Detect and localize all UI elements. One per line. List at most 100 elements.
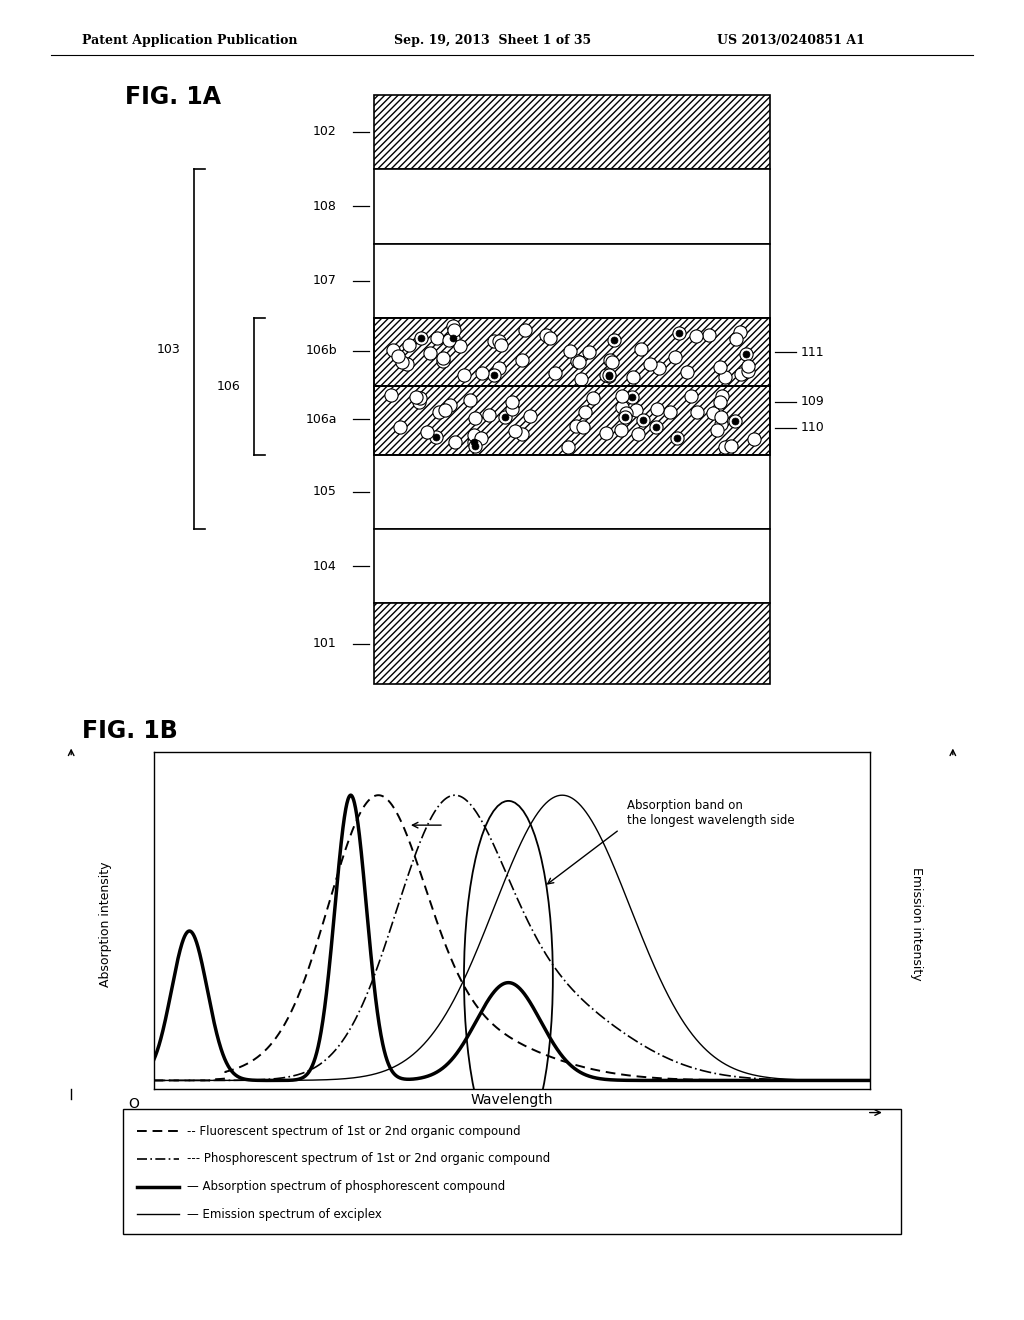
Text: 106a: 106a (305, 413, 337, 425)
Text: — Absorption spectrum of phosphorescent compound: — Absorption spectrum of phosphorescent … (186, 1180, 505, 1193)
Point (486, 364, 503, 385)
Point (671, 322, 687, 343)
Point (467, 436, 483, 457)
Point (409, 387, 425, 408)
Text: 111: 111 (801, 346, 824, 359)
Point (613, 397, 630, 418)
Point (613, 385, 630, 407)
Point (467, 408, 483, 429)
Point (431, 401, 447, 422)
Point (494, 334, 510, 355)
Point (440, 330, 457, 351)
Point (605, 330, 622, 351)
Bar (374, 603, 770, 684)
Point (444, 315, 461, 337)
Point (411, 391, 427, 412)
Point (466, 432, 482, 453)
Point (521, 405, 538, 426)
Point (466, 425, 482, 446)
Point (568, 416, 585, 437)
Text: -- Fluorescent spectrum of 1st or 2nd organic compound: -- Fluorescent spectrum of 1st or 2nd or… (186, 1125, 520, 1138)
Point (422, 342, 438, 363)
Point (578, 401, 594, 422)
Point (600, 364, 616, 385)
Text: 103: 103 (157, 343, 180, 355)
Point (705, 403, 721, 424)
Point (633, 338, 649, 359)
Text: 107: 107 (313, 275, 337, 288)
Point (624, 387, 640, 408)
Point (738, 343, 755, 364)
Bar (374, 529, 770, 603)
Point (688, 326, 705, 347)
Point (598, 364, 614, 385)
Text: Absorption band on
the longest wavelength side: Absorption band on the longest wavelengt… (627, 799, 795, 826)
Point (394, 351, 411, 372)
Point (682, 385, 698, 407)
Point (601, 366, 617, 387)
Point (429, 327, 445, 348)
Point (739, 355, 756, 376)
Point (392, 417, 409, 438)
Text: 110: 110 (801, 421, 824, 434)
Text: 101: 101 (313, 638, 337, 651)
Point (452, 335, 468, 356)
Text: 102: 102 (313, 125, 337, 139)
Point (445, 327, 462, 348)
Point (727, 411, 743, 432)
Point (669, 428, 685, 449)
Point (732, 321, 749, 342)
Point (486, 364, 503, 385)
Point (467, 436, 483, 457)
Point (445, 327, 462, 348)
Point (727, 411, 743, 432)
Point (605, 330, 622, 351)
Text: 109: 109 (801, 395, 824, 408)
Point (573, 368, 590, 389)
Point (648, 416, 665, 437)
Bar (374, 318, 770, 387)
Point (600, 364, 616, 385)
Point (445, 319, 462, 341)
Point (650, 358, 667, 379)
Bar (374, 387, 770, 454)
Point (413, 327, 429, 348)
Text: 105: 105 (313, 486, 337, 498)
Point (435, 347, 452, 368)
Point (717, 436, 733, 457)
Point (671, 322, 687, 343)
Point (713, 413, 729, 434)
Point (662, 401, 678, 422)
Point (547, 362, 563, 383)
Text: Absorption intensity: Absorption intensity (99, 861, 112, 987)
Point (562, 341, 579, 362)
Point (739, 360, 756, 381)
Point (714, 385, 730, 407)
Point (601, 350, 617, 371)
Bar (374, 95, 770, 169)
Point (389, 346, 406, 367)
Point (504, 391, 520, 412)
Text: 106: 106 (216, 380, 241, 393)
Point (569, 351, 586, 372)
Point (713, 391, 729, 412)
Point (648, 416, 665, 437)
Point (689, 401, 706, 422)
Point (481, 404, 498, 425)
Point (473, 428, 489, 449)
Bar (374, 318, 770, 387)
Point (401, 334, 418, 355)
Point (574, 417, 591, 438)
Point (709, 420, 725, 441)
Text: Emission intensity: Emission intensity (910, 867, 923, 981)
Point (413, 327, 429, 348)
Point (635, 409, 651, 430)
Point (717, 367, 733, 388)
Point (732, 363, 749, 384)
Point (398, 354, 415, 375)
Text: 104: 104 (313, 560, 337, 573)
Point (419, 421, 435, 442)
Point (613, 420, 630, 441)
Point (571, 351, 588, 372)
Point (738, 343, 755, 364)
